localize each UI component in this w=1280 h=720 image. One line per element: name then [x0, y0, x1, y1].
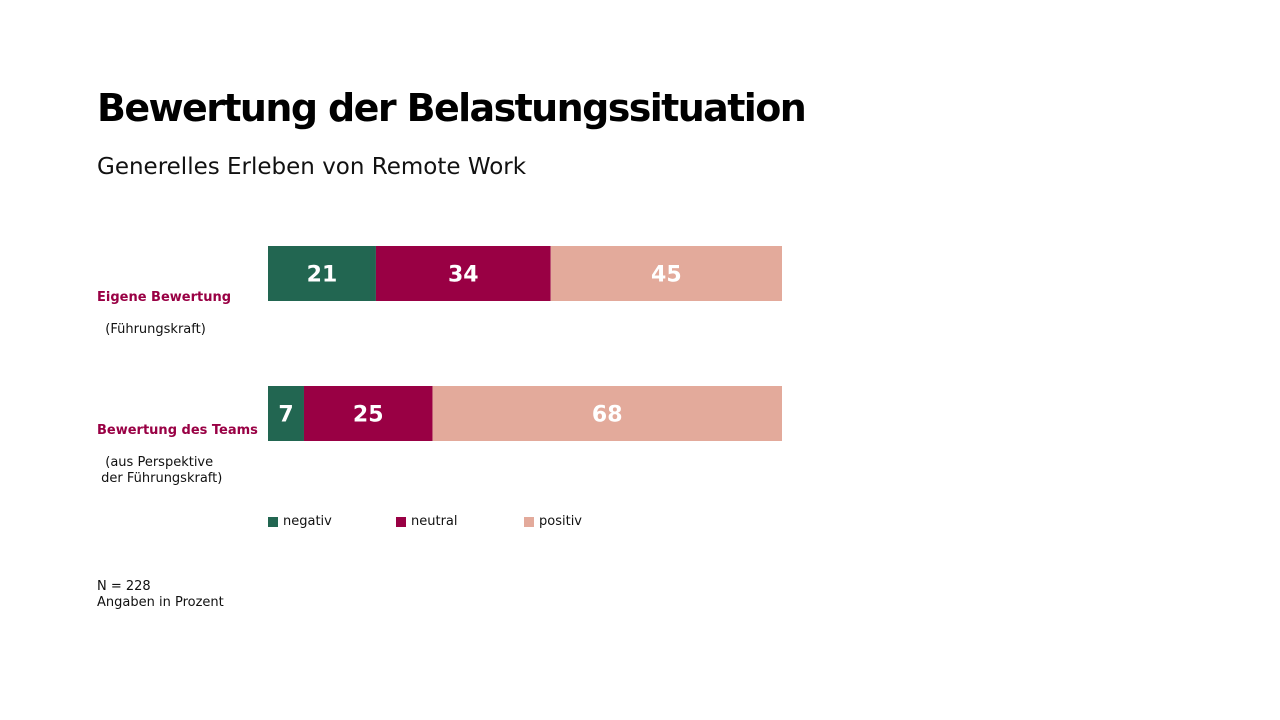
bar-segment-negativ — [268, 386, 304, 441]
chart-title: Bewertung der Belastungssituation — [97, 86, 807, 130]
legend-label-negativ: negativ — [283, 514, 332, 529]
bar-value-label-neutral: 34 — [448, 263, 479, 288]
row-label-detail: (Führungskraft) — [105, 322, 206, 337]
legend-swatch-neutral — [396, 516, 406, 527]
row-label-title: Bewertung des Teams — [97, 423, 258, 438]
legend-swatch-negativ — [268, 516, 278, 527]
unit-note: Angaben in Prozent — [97, 595, 224, 610]
bar-value-label-negativ: 7 — [278, 403, 293, 428]
bar-value-label-positiv: 68 — [592, 403, 623, 428]
bar-value-label-negativ: 21 — [307, 263, 338, 288]
row-label-detail: (aus Perspektive der Führungskraft) — [101, 455, 223, 486]
legend-item-positiv: positiv — [524, 514, 582, 529]
bar-segment-negativ — [268, 246, 376, 301]
bar-value-label-neutral: 25 — [353, 403, 384, 428]
row-label-title: Eigene Bewertung — [97, 290, 232, 305]
row-label-eigene-bewertung: Eigene Bewertung (Führungskraft) — [97, 258, 231, 338]
row-label-bewertung-team: Bewertung des Teams (aus Perspektive der… — [97, 391, 258, 487]
footnote: N = 228 Angaben in Prozent — [97, 579, 224, 611]
legend-label-neutral: neutral — [411, 514, 458, 529]
legend-swatch-positiv — [524, 516, 534, 527]
sample-size: N = 228 — [97, 579, 151, 594]
bar-segment-positiv — [432, 386, 782, 441]
legend-label-positiv: positiv — [539, 514, 582, 529]
bar-segment-neutral — [375, 246, 551, 301]
chart-subtitle: Generelles Erleben von Remote Work — [97, 154, 527, 180]
bar-segment-positiv — [550, 246, 782, 301]
legend-item-negativ: negativ — [268, 514, 332, 529]
bar-segment-neutral — [303, 386, 433, 441]
bar-value-label-positiv: 45 — [651, 263, 682, 288]
legend-item-neutral: neutral — [396, 514, 458, 529]
